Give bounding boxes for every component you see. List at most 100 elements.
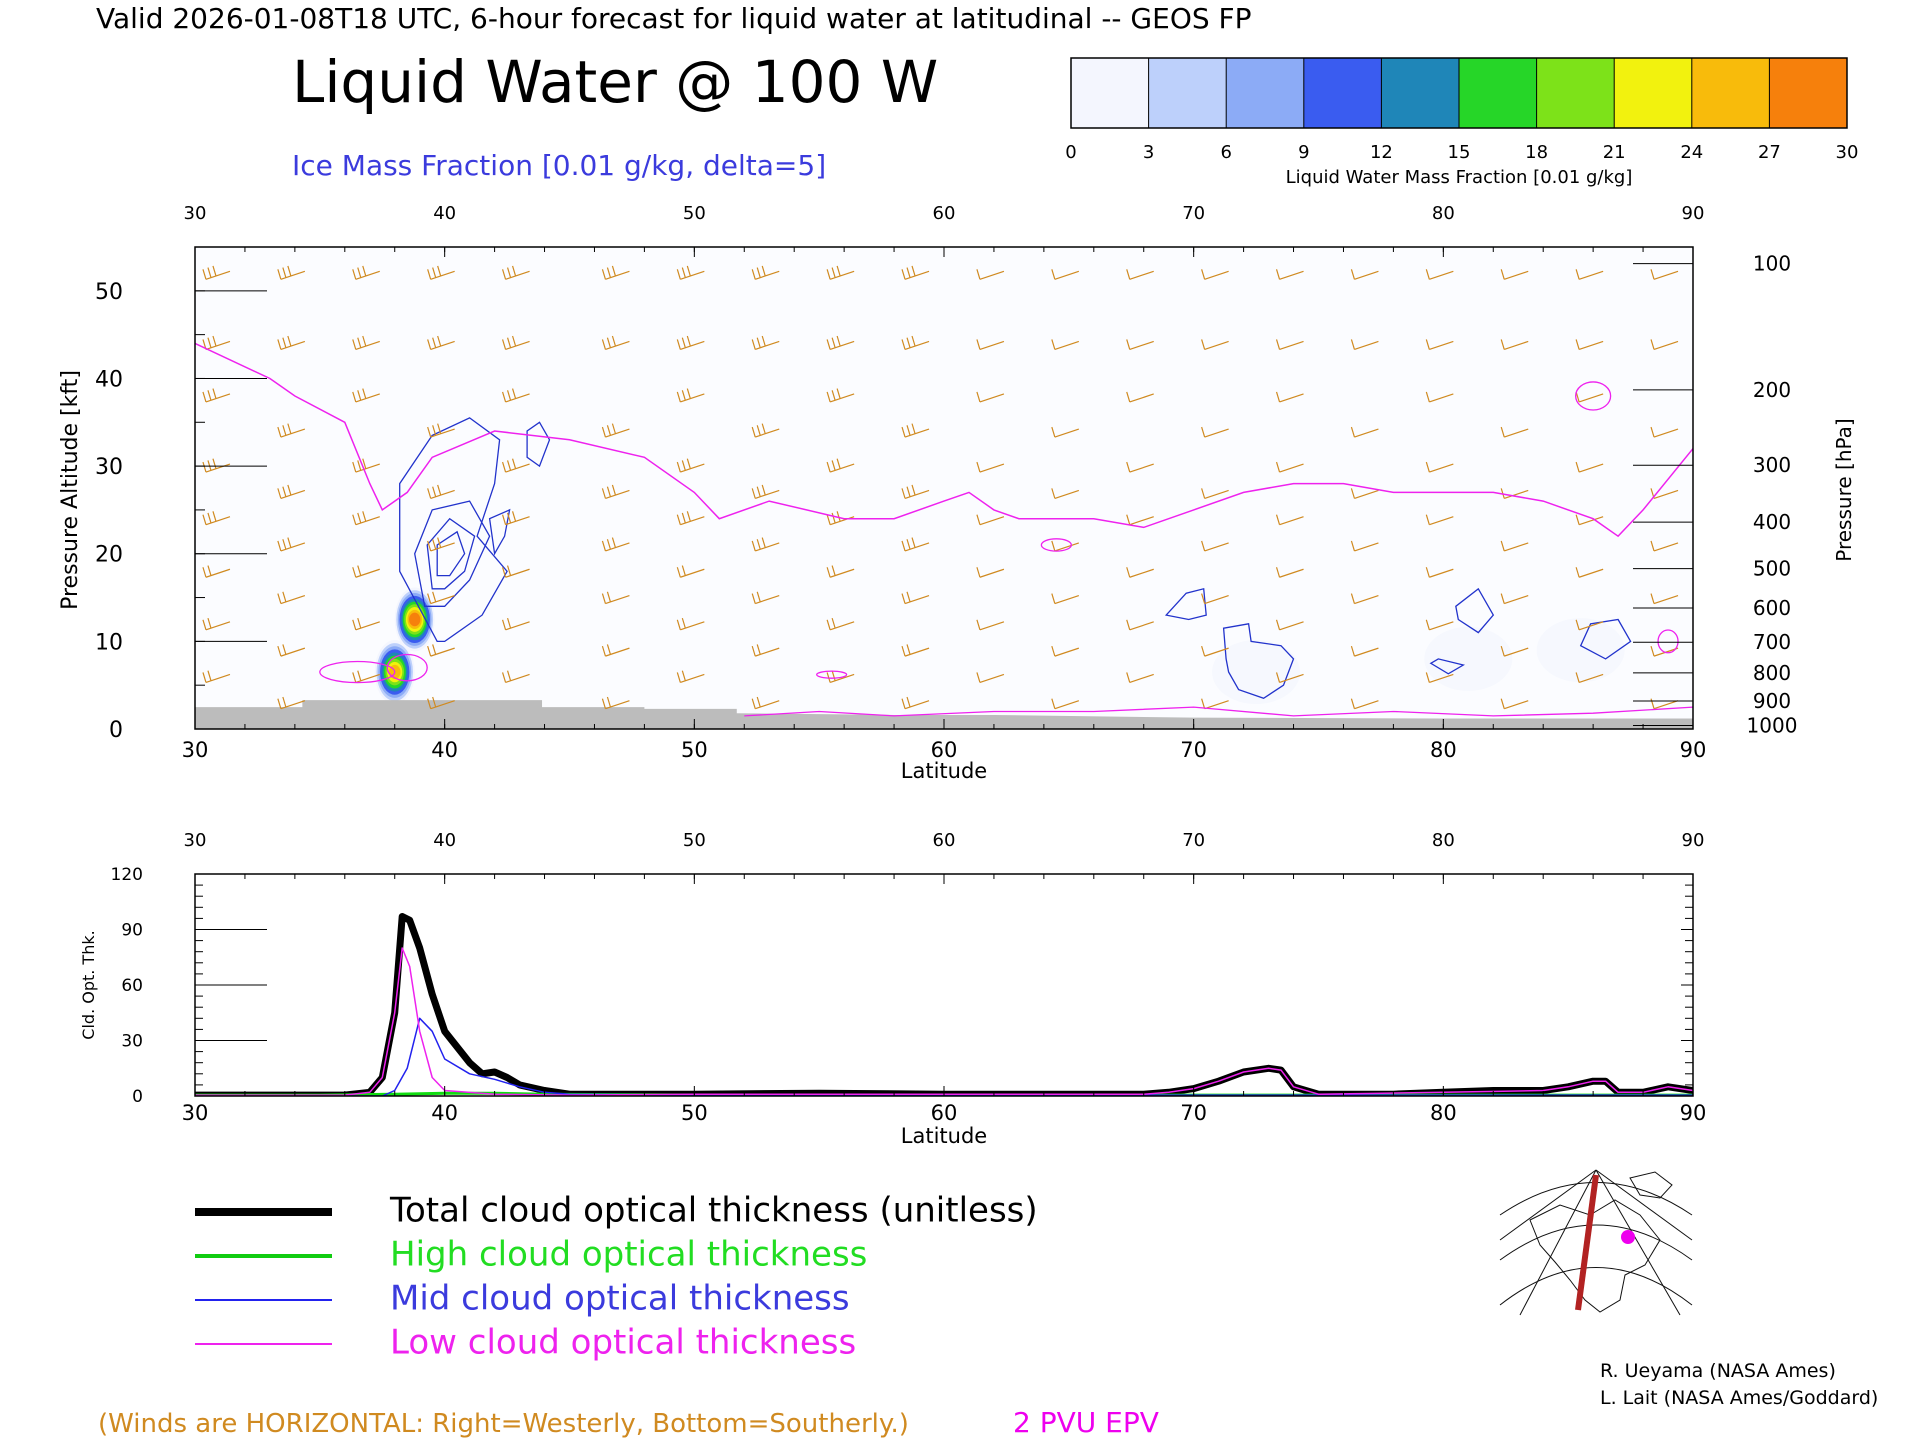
colorbar-segment-3	[1303, 58, 1382, 128]
colorbar-tick-label: 15	[1448, 142, 1471, 163]
wind-barb-flag	[1500, 645, 1505, 657]
wind-barb-staff	[1429, 270, 1454, 280]
top-xtick-label-top: 80	[1432, 203, 1455, 224]
ice-contour-3	[436, 530, 466, 577]
wind-barb-flag	[1575, 567, 1580, 578]
wind-barb-staff	[505, 270, 530, 280]
wind-barb-flag	[681, 565, 686, 576]
top-y2label: Pressure [hPa]	[1832, 418, 1856, 561]
wind-barb-flag	[601, 540, 607, 552]
wind-barb-flag	[1425, 391, 1430, 403]
wind-barb-flag	[1350, 540, 1356, 552]
wind-barb-flag	[826, 391, 831, 403]
wind-barb-flag	[606, 591, 612, 603]
wind-barb-staff	[1279, 568, 1304, 578]
wind-barb-flag	[202, 514, 207, 525]
bottom-xtick-label: 40	[431, 1101, 458, 1125]
bottom-xtick-label-top: 30	[184, 830, 207, 851]
wind-barb-flag	[202, 619, 207, 631]
wind-barb-staff	[605, 428, 630, 438]
wind-barb-staff	[1129, 673, 1154, 683]
wind-barb	[1201, 645, 1229, 657]
wind-barb-flag	[1201, 645, 1206, 657]
wind-barb	[1275, 391, 1304, 403]
wind-barb-staff	[1204, 594, 1229, 605]
wind-barb	[676, 511, 705, 526]
valid-line: Valid 2026-01-08T18 UTC, 6-hour forecast…	[96, 2, 1252, 35]
wind-barb	[1500, 645, 1529, 657]
wind-barb-flag	[212, 458, 217, 469]
wind-barb-flag	[501, 514, 507, 525]
wind-barb	[1275, 619, 1304, 631]
wind-barb	[751, 335, 780, 350]
top-xtick-label-top: 50	[683, 203, 706, 224]
wind-barb-flag	[357, 337, 362, 348]
wind-barb-flag	[277, 488, 282, 499]
terrain-mask	[195, 700, 1693, 729]
wind-barb-flag	[686, 388, 691, 399]
wind-barb-flag	[282, 644, 287, 655]
wind-barb-flag	[906, 591, 911, 603]
wind-barb-flag	[911, 484, 916, 496]
bottom-xtick-label-top: 70	[1182, 830, 1205, 851]
wind-barb	[1575, 391, 1604, 403]
wind-barb	[901, 644, 930, 657]
wind-barb-staff	[904, 270, 930, 280]
wind-barb	[826, 458, 855, 473]
wind-barb-flag	[282, 486, 287, 497]
wind-barb-flag	[611, 265, 617, 277]
wind-barb-flag	[432, 486, 437, 497]
wind-barb-flag	[1275, 269, 1281, 280]
wind-barb-flag	[751, 339, 756, 350]
wind-barb-flag	[601, 645, 607, 657]
bottom-ylabel: Cld. Opt. Thk.	[79, 930, 98, 1039]
wind-barb	[1500, 426, 1529, 438]
wind-barb	[976, 619, 1005, 631]
wind-barb	[501, 335, 530, 350]
wind-barb-staff	[430, 594, 455, 605]
wind-barb-flag	[836, 458, 841, 469]
bottom-ytick-label: 60	[121, 976, 143, 996]
wind-barb-flag	[212, 265, 217, 277]
wind-barb-staff	[505, 463, 530, 473]
wind-barb-flag	[362, 511, 367, 522]
wind-barb	[501, 265, 530, 280]
wind-barb	[826, 670, 855, 683]
wind-barb-staff	[979, 673, 1005, 683]
map-parallel-3	[1499, 1267, 1693, 1306]
wind-barb-staff	[1129, 463, 1154, 473]
wind-barb	[976, 391, 1005, 403]
wind-barb-staff	[755, 489, 780, 499]
wind-barb	[676, 265, 705, 280]
wind-barb-flag	[277, 540, 282, 552]
wind-barb-flag	[287, 484, 292, 496]
wind-barb-flag	[1201, 269, 1206, 280]
wind-barb-flag	[1425, 567, 1430, 578]
top-xtick-label-bottom: 70	[1180, 738, 1207, 762]
wind-barb-staff	[1578, 673, 1604, 683]
wind-barb-flag	[357, 512, 362, 524]
wind-barb-flag	[751, 593, 756, 604]
wind-barb	[1425, 339, 1454, 350]
wind-barb-flag	[686, 265, 691, 277]
wind-barb	[1650, 698, 1679, 710]
wind-barb	[1425, 619, 1454, 631]
wind-barb-staff	[605, 489, 630, 499]
wind-barb-flag	[831, 390, 836, 401]
wind-barb-flag	[1425, 672, 1430, 683]
wind-barb-flag	[432, 337, 437, 348]
ice-contour-2	[426, 517, 476, 590]
wind-barb-staff	[1429, 621, 1454, 631]
bottom-ytick-label: 30	[121, 1032, 143, 1052]
wind-barb-flag	[831, 460, 836, 471]
wind-barb-staff	[904, 700, 930, 710]
wind-barb-staff	[680, 270, 705, 280]
wind-barb-flag	[761, 265, 766, 277]
wind-barb-flag	[601, 488, 607, 499]
wind-barb-flag	[352, 461, 357, 473]
wind-barb-staff	[1054, 542, 1080, 552]
wind-barb-flag	[906, 425, 911, 436]
wind-barb	[1201, 339, 1229, 350]
wind-barb	[352, 335, 380, 350]
wind-barb-flag	[1575, 391, 1580, 403]
